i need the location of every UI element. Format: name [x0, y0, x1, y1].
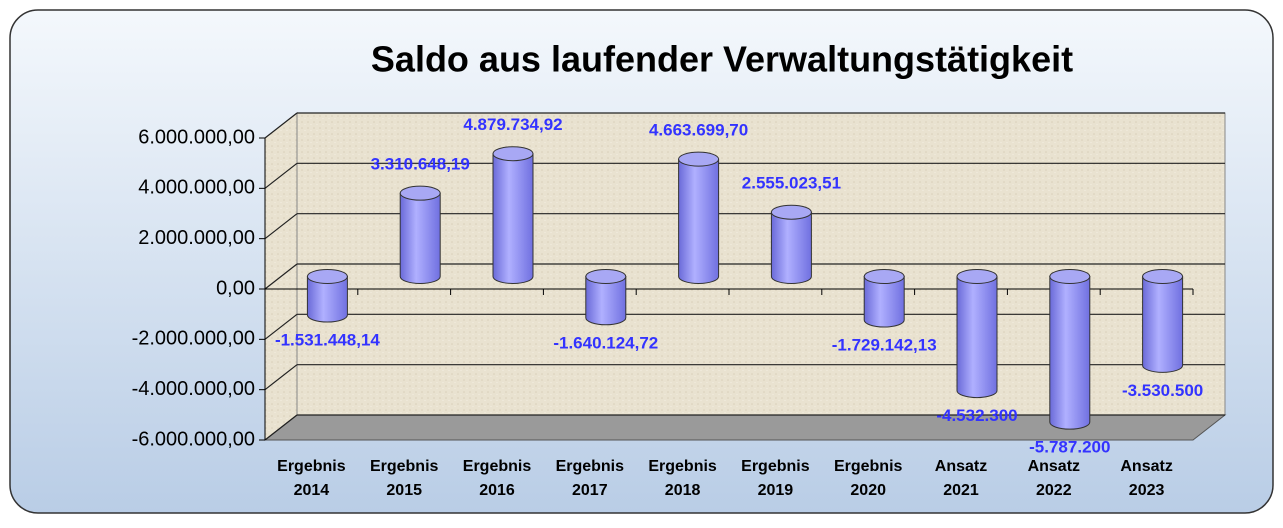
grid-line-side	[264, 213, 298, 240]
x-tick-label: Ansatz 2021	[935, 458, 987, 499]
bar-cap	[770, 204, 812, 220]
x-tick-label: Ergebnis 2017	[556, 458, 625, 499]
bar-cap	[863, 269, 905, 284]
data-label: -1.640.124,72	[553, 333, 658, 352]
grid-line-side	[264, 313, 298, 340]
bar-cap	[1142, 269, 1184, 284]
bar-cap	[1049, 269, 1091, 284]
chart-title: Saldo aus laufender Verwaltungstätigkeit	[371, 39, 1073, 80]
grid-line-side	[264, 162, 298, 189]
y-tick-label: 2.000.000,00	[138, 227, 255, 249]
grid-line-side	[264, 414, 298, 441]
bar	[956, 276, 998, 399]
data-label: -1.531.448,14	[275, 331, 380, 350]
grid-line-side	[264, 112, 298, 139]
x-tick-label: Ansatz 2023	[1120, 458, 1172, 499]
data-label: -4.532.300	[936, 406, 1017, 425]
bar	[306, 276, 348, 323]
x-tick-label: Ergebnis 2016	[463, 458, 532, 499]
bar	[678, 158, 720, 284]
y-tick-label: 0,00	[216, 277, 255, 299]
bar	[863, 276, 905, 328]
bar	[1142, 276, 1184, 373]
bar-cap	[678, 151, 720, 167]
y-tick-label: -2.000.000,00	[132, 328, 255, 350]
x-tick-label: Ergebnis 2014	[277, 458, 346, 499]
bar	[1049, 276, 1091, 430]
bar-cap	[306, 269, 348, 284]
y-tick-label: -4.000.000,00	[132, 378, 255, 400]
data-label: 4.663.699,70	[649, 121, 748, 140]
data-label: 2.555.023,51	[742, 174, 841, 193]
data-label: -3.530.500	[1122, 381, 1203, 400]
bar-cap	[399, 185, 441, 201]
data-label: -5.787.200	[1029, 438, 1110, 457]
grid-line-side	[264, 364, 298, 391]
bar-cap	[956, 269, 998, 284]
bar	[770, 211, 812, 284]
bar	[399, 192, 441, 284]
x-tick-label: Ergebnis 2019	[741, 458, 810, 499]
data-label: -1.729.142,13	[832, 336, 937, 355]
data-label: 3.310.648,19	[371, 155, 470, 174]
x-tick-label: Ansatz 2022	[1028, 458, 1080, 499]
bar-cap	[585, 269, 627, 284]
data-label: 4.879.734,92	[463, 115, 562, 134]
bar	[585, 276, 627, 326]
y-tick-label: -6.000.000,00	[132, 428, 255, 450]
x-tick-label: Ergebnis 2020	[834, 458, 903, 499]
x-tick-label: Ergebnis 2015	[370, 458, 439, 499]
x-tick-label: Ergebnis 2018	[648, 458, 717, 499]
y-tick-label: 4.000.000,00	[138, 177, 255, 199]
grid-line-side	[264, 263, 298, 290]
y-tick-label: 6.000.000,00	[138, 126, 255, 148]
bar-cap	[492, 146, 534, 162]
bar	[492, 153, 534, 284]
